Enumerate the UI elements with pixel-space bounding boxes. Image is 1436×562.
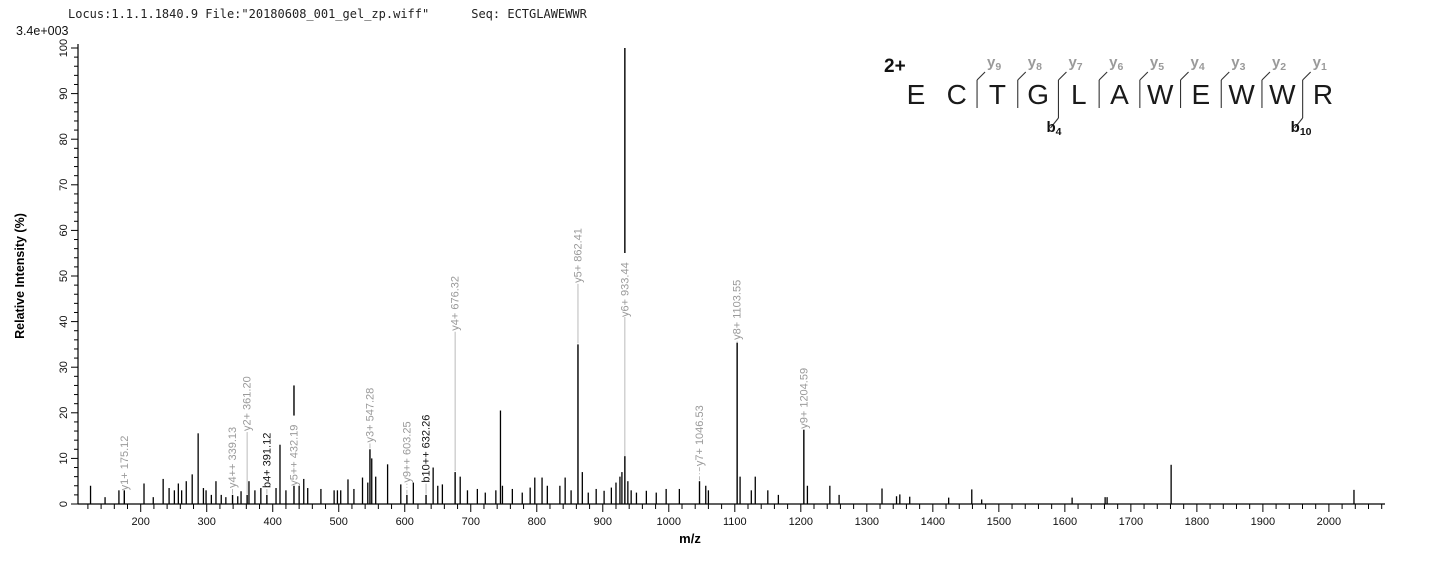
peak-label: y9++ 603.25	[401, 421, 413, 482]
residue-letter: C	[947, 79, 967, 110]
peak-label: y8+ 1103.55	[732, 280, 744, 340]
svg-text:2000: 2000	[1317, 516, 1341, 528]
peak-label: y7+ 1046.53	[694, 405, 706, 466]
residue-letter: T	[989, 79, 1006, 110]
svg-text:80: 80	[58, 133, 70, 145]
annotated-peak: y5+ 862.41	[572, 228, 584, 504]
svg-text:60: 60	[58, 224, 70, 236]
header-line: Locus:1.1.1.1840.9 File:"20180608_001_ge…	[68, 7, 587, 21]
svg-text:400: 400	[264, 516, 282, 528]
svg-text:100: 100	[58, 39, 70, 57]
annotated-peak: y8+ 1103.55	[732, 280, 744, 504]
peak-label: y9+ 1204.59	[798, 368, 810, 429]
svg-text:50: 50	[58, 270, 70, 282]
y-ion-label: y9	[987, 54, 1001, 73]
residue-letter: A	[1110, 79, 1129, 110]
annotated-peak: b4+ 391.12	[261, 433, 273, 504]
sequence-label: Seq: ECTGLAWEWWR	[471, 7, 587, 21]
annotated-peak: y5++ 432.19	[288, 385, 300, 504]
annotated-peak: y4+ 676.32	[450, 276, 462, 504]
b-ion-label: b10	[1291, 119, 1312, 138]
svg-text:1500: 1500	[987, 516, 1011, 528]
residue-letter: L	[1071, 79, 1087, 110]
svg-text:1900: 1900	[1251, 516, 1275, 528]
axes	[77, 44, 1385, 505]
residue-letter: R	[1313, 79, 1333, 110]
annotated-peak: y6+ 933.44	[619, 48, 631, 504]
peak-label: y4+ 676.32	[450, 276, 462, 331]
svg-text:700: 700	[462, 516, 480, 528]
y-ion-label: y3	[1231, 54, 1245, 73]
annotated-peak: y9++ 603.25	[401, 421, 413, 504]
svg-text:70: 70	[58, 179, 70, 191]
annotated-peak: b10++ 632.26	[421, 415, 433, 504]
y-ion-label: y4	[1191, 54, 1205, 73]
svg-text:300: 300	[198, 516, 216, 528]
svg-text:0: 0	[58, 501, 70, 507]
svg-text:1300: 1300	[855, 516, 879, 528]
peak-label: y4++ 339.13	[227, 427, 239, 488]
peaks	[89, 410, 1355, 504]
y-ion-label: y8	[1028, 54, 1042, 73]
svg-text:900: 900	[594, 516, 612, 528]
b-ion-mark: b4	[1046, 117, 1062, 138]
residue-letter: W	[1269, 79, 1296, 110]
annotated-peak: y9+ 1204.59	[798, 368, 810, 504]
locus-file-label: Locus:1.1.1.1840.9 File:"20180608_001_ge…	[68, 7, 430, 21]
svg-text:500: 500	[330, 516, 348, 528]
tick-labels: 0 10 20 30 40 50 60 70 80 90 100 200 300 400 500 600 700…	[58, 39, 1341, 528]
b-ion-mark: b10	[1291, 117, 1312, 138]
residue-letter: E	[1192, 79, 1211, 110]
svg-text:1600: 1600	[1053, 516, 1077, 528]
max-intensity-label: 3.4e+003	[16, 24, 69, 38]
peak-label: b10++ 632.26	[421, 415, 433, 483]
residue-letter: W	[1228, 79, 1255, 110]
peak-label: y5++ 432.19	[288, 425, 300, 486]
annotated-peak: y3+ 547.28	[364, 388, 376, 504]
peak-label: y5+ 862.41	[572, 228, 584, 283]
annotated-peak: y2+ 361.20	[242, 376, 254, 504]
svg-text:1400: 1400	[921, 516, 945, 528]
y-ion-label: y1	[1313, 54, 1327, 73]
svg-text:30: 30	[58, 361, 70, 373]
b-ion-label: b4	[1046, 119, 1061, 138]
residue-letter: E	[907, 79, 926, 110]
y-ion-label: y2	[1272, 54, 1286, 73]
tick-marks	[71, 47, 1383, 512]
y-ion-label: y6	[1109, 54, 1123, 73]
annotated-peak: y4++ 339.13	[227, 427, 239, 504]
annotated-peak: y7+ 1046.53	[694, 405, 706, 504]
svg-text:40: 40	[58, 315, 70, 327]
svg-text:90: 90	[58, 87, 70, 99]
peak-label: y1+ 175.12	[119, 436, 131, 491]
svg-text:1800: 1800	[1185, 516, 1209, 528]
precursor-charge-label: 2+	[884, 56, 906, 77]
svg-text:800: 800	[528, 516, 546, 528]
residue-letter: W	[1147, 79, 1174, 110]
svg-text:20: 20	[58, 407, 70, 419]
y-ion-label: y7	[1068, 54, 1082, 73]
annotated-peak: y1+ 175.12	[119, 436, 131, 504]
svg-text:1100: 1100	[723, 516, 747, 528]
x-axis-title: m/z	[679, 531, 701, 546]
y-ion-label: y5	[1150, 54, 1164, 73]
peak-label: y6+ 933.44	[619, 262, 631, 317]
y-axis-title: Relative Intensity (%)	[13, 213, 27, 339]
svg-text:600: 600	[396, 516, 414, 528]
peak-label: y2+ 361.20	[242, 376, 254, 431]
svg-text:10: 10	[58, 452, 70, 464]
svg-text:1000: 1000	[657, 516, 681, 528]
peak-label: y3+ 547.28	[364, 388, 376, 443]
residue-letter: G	[1027, 79, 1049, 110]
peak-label: b4+ 391.12	[261, 433, 273, 488]
svg-text:1700: 1700	[1119, 516, 1143, 528]
svg-text:1200: 1200	[789, 516, 813, 528]
svg-text:200: 200	[132, 516, 150, 528]
